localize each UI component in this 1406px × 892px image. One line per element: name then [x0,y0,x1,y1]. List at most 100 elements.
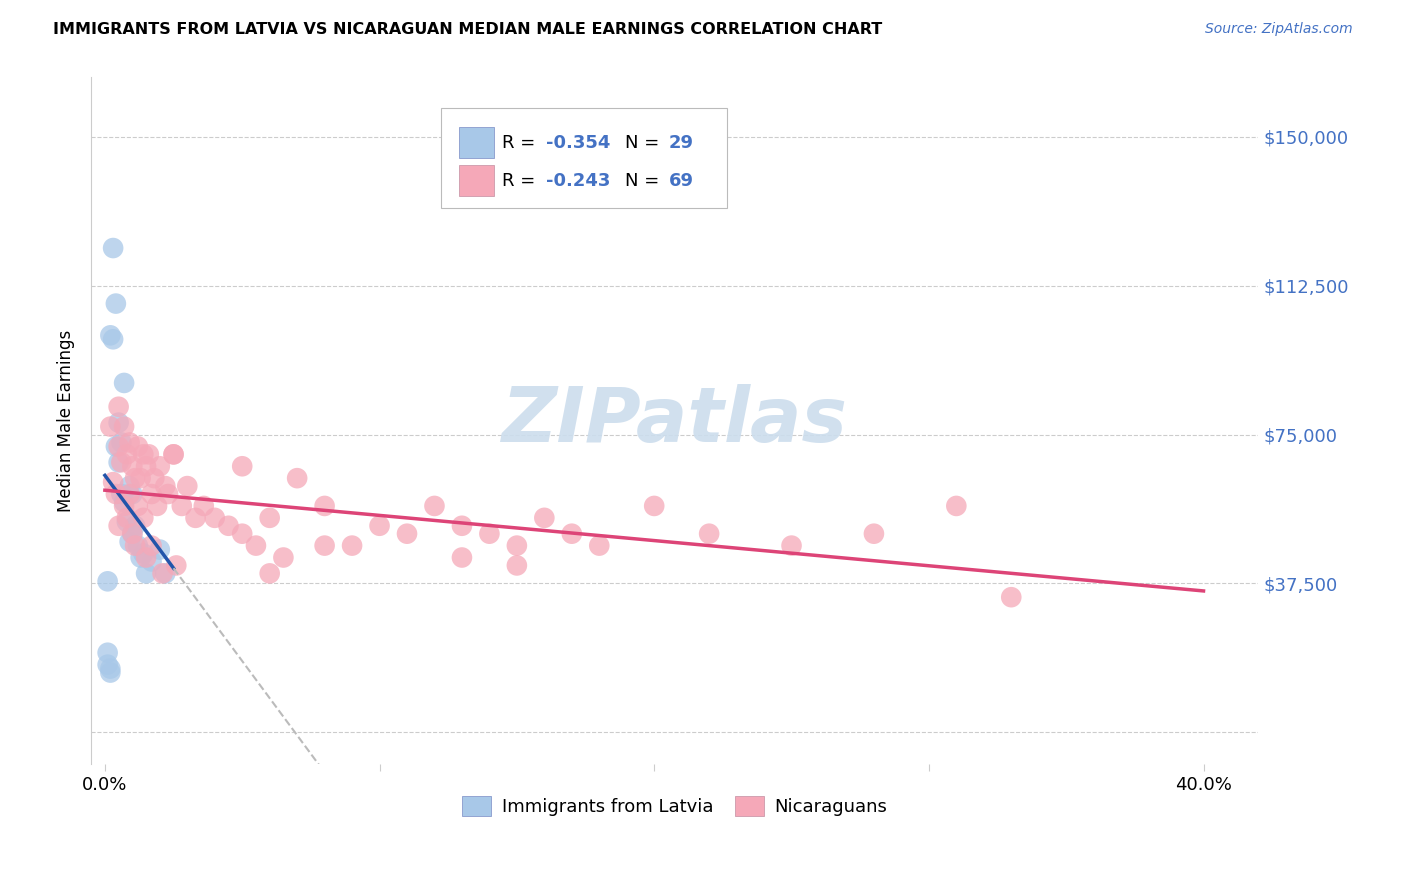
Point [104,439,127,453]
Point [273,550,295,565]
Text: -0.243: -0.243 [547,172,610,190]
Text: IMMIGRANTS FROM LATVIA VS NICARAGUAN MEDIAN MALE EARNINGS CORRELATION CHART: IMMIGRANTS FROM LATVIA VS NICARAGUAN MED… [53,22,883,37]
Point [162,447,184,461]
Point [780,539,803,553]
Point [506,558,529,573]
Point [533,511,555,525]
Point [115,511,138,525]
Point [124,471,146,485]
Point [97,657,120,672]
Point [423,499,446,513]
Point [115,515,138,529]
Point [127,499,149,513]
Point [135,459,157,474]
Point [135,566,157,581]
Point [132,547,155,561]
Point [193,499,215,513]
Point [107,439,129,453]
Point [107,400,129,414]
Point [124,539,146,553]
Point [340,539,363,553]
Point [259,511,281,525]
Text: 69: 69 [669,172,695,190]
Point [112,499,135,513]
Point [110,487,132,501]
Point [129,550,152,565]
Point [107,416,129,430]
Point [127,439,149,453]
Point [259,566,281,581]
Point [162,447,184,461]
Point [127,539,149,553]
Point [218,518,240,533]
Point [101,332,124,346]
Point [141,487,163,501]
Point [100,419,122,434]
Legend: Immigrants from Latvia, Nicaraguans: Immigrants from Latvia, Nicaraguans [454,789,894,823]
Point [588,539,610,553]
Point [478,526,501,541]
Point [1000,590,1022,604]
Point [395,526,418,541]
Point [451,550,474,565]
Point [245,539,267,553]
Point [141,554,163,568]
Point [129,471,152,485]
Point [146,499,169,513]
Point [100,662,122,676]
FancyBboxPatch shape [441,108,727,208]
Point [231,459,253,474]
Point [101,241,124,255]
Point [118,487,141,501]
FancyBboxPatch shape [458,165,494,196]
Point [149,459,172,474]
Text: N =: N = [624,134,665,152]
Point [506,539,529,553]
Text: R =: R = [502,134,541,152]
Point [107,518,129,533]
Point [368,518,391,533]
Point [132,511,155,525]
Point [121,487,143,501]
Point [104,296,127,310]
Point [118,534,141,549]
Point [561,526,583,541]
Text: -0.354: -0.354 [547,134,610,152]
Point [115,447,138,461]
Point [110,435,132,450]
Point [100,328,122,343]
Point [118,479,141,493]
Point [155,479,177,493]
Point [118,435,141,450]
Point [100,665,122,680]
Text: R =: R = [502,172,541,190]
Point [285,471,308,485]
Point [121,459,143,474]
Point [112,419,135,434]
Point [184,511,207,525]
Point [104,487,127,501]
Point [863,526,886,541]
Y-axis label: Median Male Earnings: Median Male Earnings [58,329,75,512]
Point [121,526,143,541]
Point [945,499,967,513]
Text: ZIPatlas: ZIPatlas [502,384,848,458]
Point [121,526,143,541]
Point [97,646,120,660]
Point [132,447,155,461]
Point [157,487,180,501]
Point [143,471,166,485]
Point [135,550,157,565]
Point [155,566,177,581]
Point [314,539,336,553]
Point [141,539,163,553]
Point [107,455,129,469]
Text: N =: N = [624,172,665,190]
Point [204,511,226,525]
FancyBboxPatch shape [458,127,494,158]
Point [231,526,253,541]
Point [697,526,720,541]
Point [165,558,187,573]
Point [170,499,193,513]
Point [314,499,336,513]
